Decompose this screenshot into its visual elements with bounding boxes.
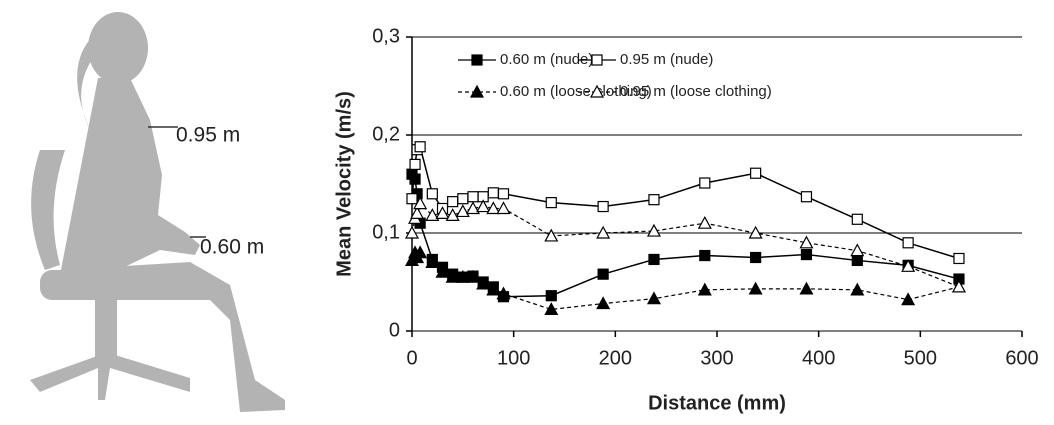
marker (455, 269, 470, 283)
marker (697, 282, 712, 296)
height-label: 0.60 m (200, 236, 264, 259)
marker (699, 177, 711, 189)
marker (901, 259, 916, 272)
marker (589, 84, 605, 98)
marker (404, 225, 420, 239)
marker (409, 173, 421, 185)
x-tick-label: 600 (1005, 347, 1038, 369)
x-tick-label: 300 (700, 347, 733, 369)
marker (544, 302, 559, 316)
marker (799, 281, 814, 295)
marker (435, 206, 450, 219)
marker (799, 235, 814, 249)
marker (467, 191, 479, 203)
y-tick-label: 0,1 (372, 221, 400, 243)
marker (445, 208, 460, 221)
marker (486, 282, 501, 296)
y-tick-label: 0,2 (372, 123, 400, 145)
marker (413, 196, 428, 210)
marker (406, 193, 418, 205)
marker (748, 281, 763, 295)
marker (699, 249, 711, 262)
marker (471, 54, 483, 66)
marker (476, 199, 491, 213)
x-axis-title: Distance (mm) (648, 392, 786, 414)
marker (953, 252, 965, 265)
legend-label: 0.60 m (loose clothing) (500, 83, 652, 100)
x-tick-label: 500 (904, 347, 937, 369)
y-tick-label: 0 (389, 319, 400, 341)
legend-label: 0.95 m (nude) (620, 51, 713, 68)
marker (465, 269, 481, 283)
marker (646, 223, 661, 237)
marker (545, 197, 557, 209)
marker (697, 215, 712, 229)
marker (476, 276, 491, 290)
marker (545, 290, 557, 302)
marker (901, 292, 916, 306)
marker (851, 254, 863, 267)
marker (750, 251, 762, 264)
marker (487, 187, 499, 199)
marker (850, 243, 865, 257)
marker (902, 237, 914, 249)
marker (497, 188, 510, 200)
marker (465, 201, 481, 215)
x-tick-label: 400 (802, 347, 835, 369)
marker (426, 188, 438, 200)
marker (597, 200, 609, 213)
x-tick-label: 200 (599, 347, 632, 369)
marker (410, 206, 425, 219)
marker (455, 204, 470, 218)
height-label: 0.95 m (176, 124, 240, 147)
seated-figure (30, 12, 285, 412)
marker (445, 269, 460, 283)
marker (425, 208, 440, 221)
legend-label: 0.95 m (loose clothing) (620, 83, 772, 100)
marker (750, 167, 762, 179)
marker (425, 255, 440, 268)
series-line (411, 202, 960, 288)
marker (951, 279, 966, 293)
marker (496, 201, 511, 215)
y-tick-label: 0,3 (372, 25, 400, 47)
series-line (411, 250, 960, 311)
marker (646, 291, 661, 305)
marker (591, 54, 603, 66)
marker (850, 282, 865, 296)
marker (851, 213, 863, 225)
marker (596, 296, 611, 310)
marker (496, 286, 511, 300)
marker (748, 225, 763, 239)
marker (544, 228, 559, 242)
marker (648, 194, 660, 206)
marker (469, 84, 485, 98)
marker (414, 141, 426, 153)
marker (800, 191, 813, 203)
y-axis-title: Mean Velocity (m/s) (333, 91, 355, 277)
marker (486, 201, 501, 215)
legend-label: 0.60 m (nude) (500, 51, 593, 68)
marker (413, 245, 428, 259)
marker (409, 158, 421, 170)
marker (435, 264, 450, 278)
marker (596, 225, 611, 239)
marker (447, 196, 459, 208)
marker (457, 193, 469, 205)
marker (800, 248, 813, 261)
marker (597, 268, 609, 280)
x-tick-label: 0 (406, 347, 417, 369)
x-tick-label: 100 (497, 347, 530, 369)
marker (648, 253, 660, 266)
